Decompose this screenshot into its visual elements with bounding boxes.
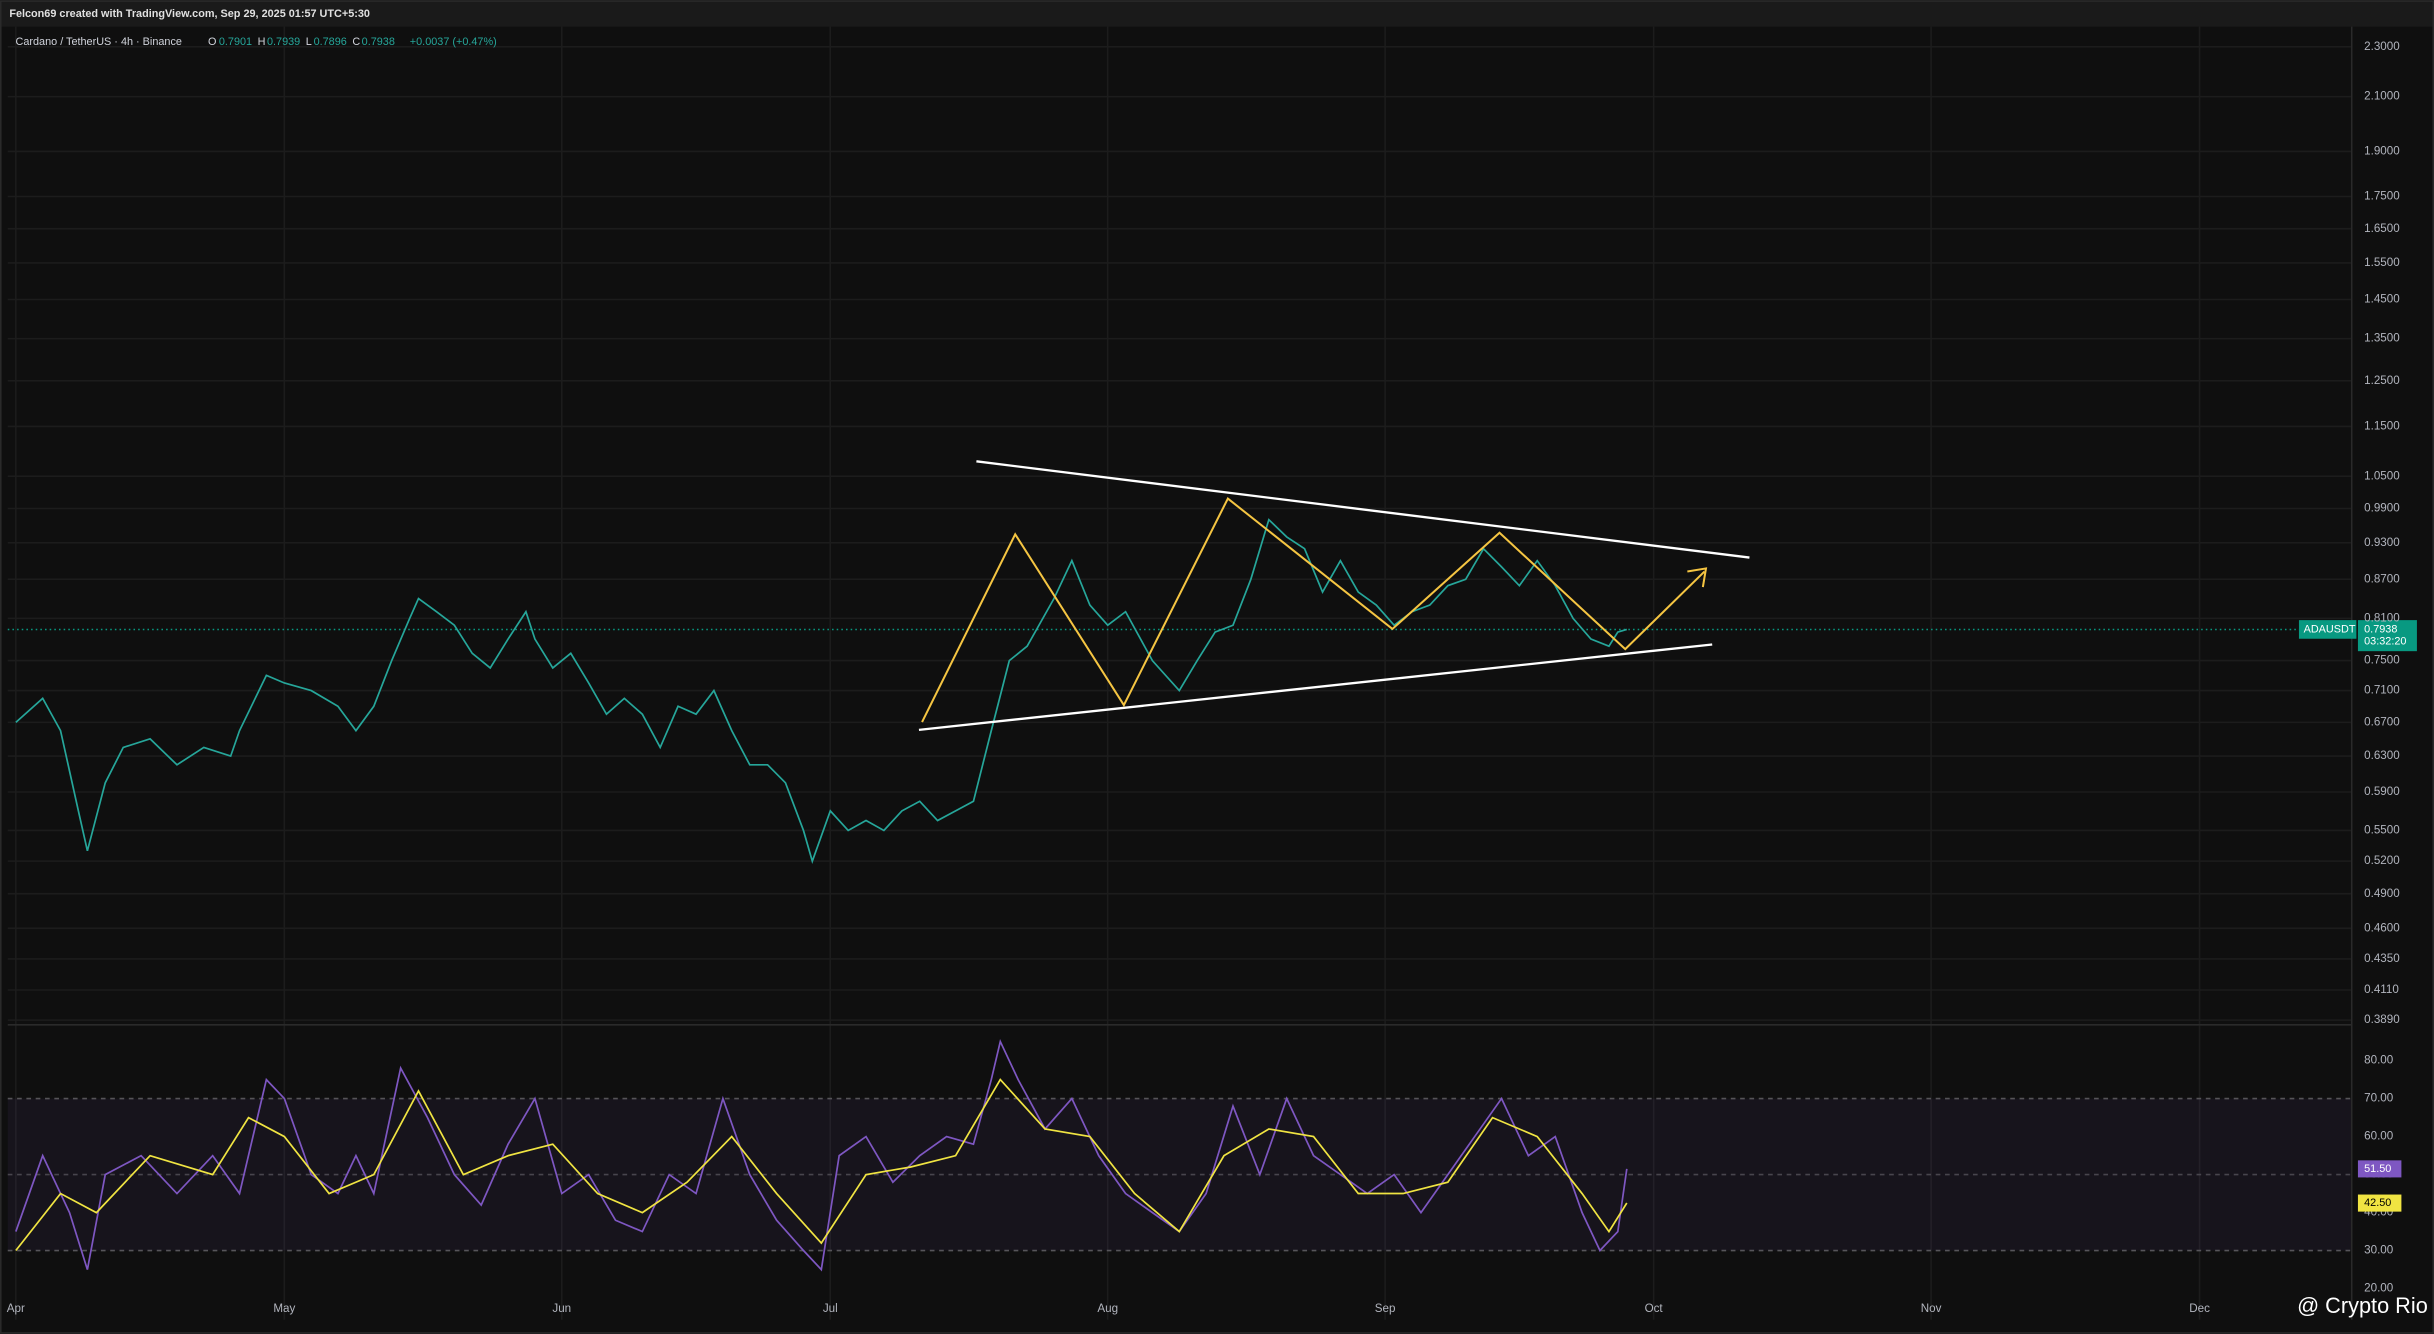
arrow-head bbox=[1687, 567, 1708, 588]
header-bar bbox=[0, 0, 2434, 27]
x-tick-label: Oct bbox=[1645, 1302, 1664, 1315]
legend-l-val: 0.7896 bbox=[314, 36, 347, 48]
x-tick-label: Nov bbox=[1921, 1302, 1942, 1315]
y-tick-label: 1.3500 bbox=[2364, 332, 2400, 345]
x-tick-label: Sep bbox=[1375, 1302, 1396, 1315]
y-tick-label: 1.0500 bbox=[2364, 469, 2400, 482]
legend-change: +0.0037 (+0.47%) bbox=[410, 36, 497, 48]
legend-l: L bbox=[306, 36, 312, 48]
rsi-tick-label: 20.00 bbox=[2364, 1282, 2394, 1295]
y-tick-label: 0.9300 bbox=[2364, 536, 2400, 549]
y-tick-label: 0.5900 bbox=[2364, 785, 2400, 798]
y-tick-label: 0.8100 bbox=[2364, 611, 2400, 624]
y-tick-label: 0.7500 bbox=[2364, 654, 2400, 667]
y-tick-label: 1.7500 bbox=[2364, 190, 2400, 203]
rsi-value-tag bbox=[2357, 1160, 2402, 1178]
price-tag-symbol: ADAUSDT bbox=[2304, 623, 2356, 635]
x-tick-label: Aug bbox=[1097, 1302, 1118, 1315]
legend-h: H bbox=[258, 36, 266, 48]
series-line bbox=[15, 518, 1628, 864]
lower-trendline bbox=[918, 643, 1713, 732]
rsi-value-tag bbox=[2357, 1194, 2402, 1212]
y-tick-label: 0.5500 bbox=[2364, 824, 2400, 837]
legend-o: O bbox=[208, 36, 216, 48]
rsi-tick-label: 70.00 bbox=[2364, 1092, 2394, 1105]
y-tick-label: 0.5200 bbox=[2364, 854, 2400, 867]
x-tick-label: Jul bbox=[823, 1302, 838, 1315]
y-tick-label: 0.6300 bbox=[2364, 749, 2400, 762]
x-tick-label: May bbox=[273, 1302, 295, 1315]
rsi-tick-label: 80.00 bbox=[2364, 1054, 2394, 1067]
y-tick-label: 1.9000 bbox=[2364, 145, 2400, 158]
y-tick-label: 0.4600 bbox=[2364, 921, 2400, 934]
legend-h-val: 0.7939 bbox=[267, 36, 300, 48]
x-tick-label: Apr bbox=[7, 1302, 25, 1315]
legend-o-val: 0.7901 bbox=[219, 36, 252, 48]
y-tick-label: 0.6700 bbox=[2364, 715, 2400, 728]
y-tick-label: 1.5500 bbox=[2364, 256, 2400, 269]
rsi-tick-label: 60.00 bbox=[2364, 1130, 2394, 1143]
price-tag-symbol-bg bbox=[2298, 620, 2357, 639]
y-tick-label: 1.1500 bbox=[2364, 420, 2400, 433]
legend-symbol: Cardano / TetherUS · 4h · Binance bbox=[16, 36, 182, 48]
y-tick-label: 1.6500 bbox=[2364, 222, 2400, 235]
zigzag bbox=[921, 497, 1706, 723]
price-tag-price: 0.7938 bbox=[2364, 623, 2397, 635]
price-tag-bg bbox=[2357, 620, 2417, 652]
header-text: Felcon69 created with TradingView.com, S… bbox=[9, 8, 370, 20]
upper-trendline bbox=[976, 460, 1750, 559]
y-tick-label: 0.7100 bbox=[2364, 684, 2400, 697]
x-tick-label: Dec bbox=[2189, 1302, 2210, 1315]
watermark: @ Crypto Rio bbox=[2297, 1293, 2428, 1318]
series-line bbox=[15, 1038, 1628, 1272]
rsi-value-label: 51.50 bbox=[2364, 1163, 2391, 1175]
series-line bbox=[15, 1078, 1628, 1252]
y-tick-label: 2.1000 bbox=[2364, 90, 2400, 103]
legend-c: C bbox=[352, 36, 360, 48]
rsi-band bbox=[7, 1098, 2352, 1251]
y-tick-label: 2.3000 bbox=[2364, 40, 2400, 53]
y-tick-label: 0.4900 bbox=[2364, 887, 2400, 900]
plot bbox=[15, 518, 1628, 1272]
legend-c-val: 0.7938 bbox=[362, 36, 395, 48]
y-tick-label: 0.8700 bbox=[2364, 572, 2400, 585]
y-tick-label: 0.4110 bbox=[2364, 983, 2399, 996]
drawings bbox=[918, 460, 1750, 732]
price-tag: ADAUSDT 0.7938 03:32:20 bbox=[2298, 620, 2417, 652]
y-tick-label: 1.2500 bbox=[2364, 374, 2400, 387]
y-tick-label: 0.9900 bbox=[2364, 502, 2400, 515]
rsi-tick-label: 30.00 bbox=[2364, 1244, 2394, 1257]
y-tick-label: 0.4350 bbox=[2364, 952, 2400, 965]
x-tick-label: Jun bbox=[552, 1302, 571, 1315]
y-tick-label: 1.4500 bbox=[2364, 293, 2400, 306]
price-tag-countdown: 03:32:20 bbox=[2364, 636, 2406, 648]
rsi-value-label: 42.50 bbox=[2364, 1197, 2391, 1209]
y-tick-label: 0.3890 bbox=[2364, 1013, 2400, 1026]
grid bbox=[7, 26, 2352, 1320]
